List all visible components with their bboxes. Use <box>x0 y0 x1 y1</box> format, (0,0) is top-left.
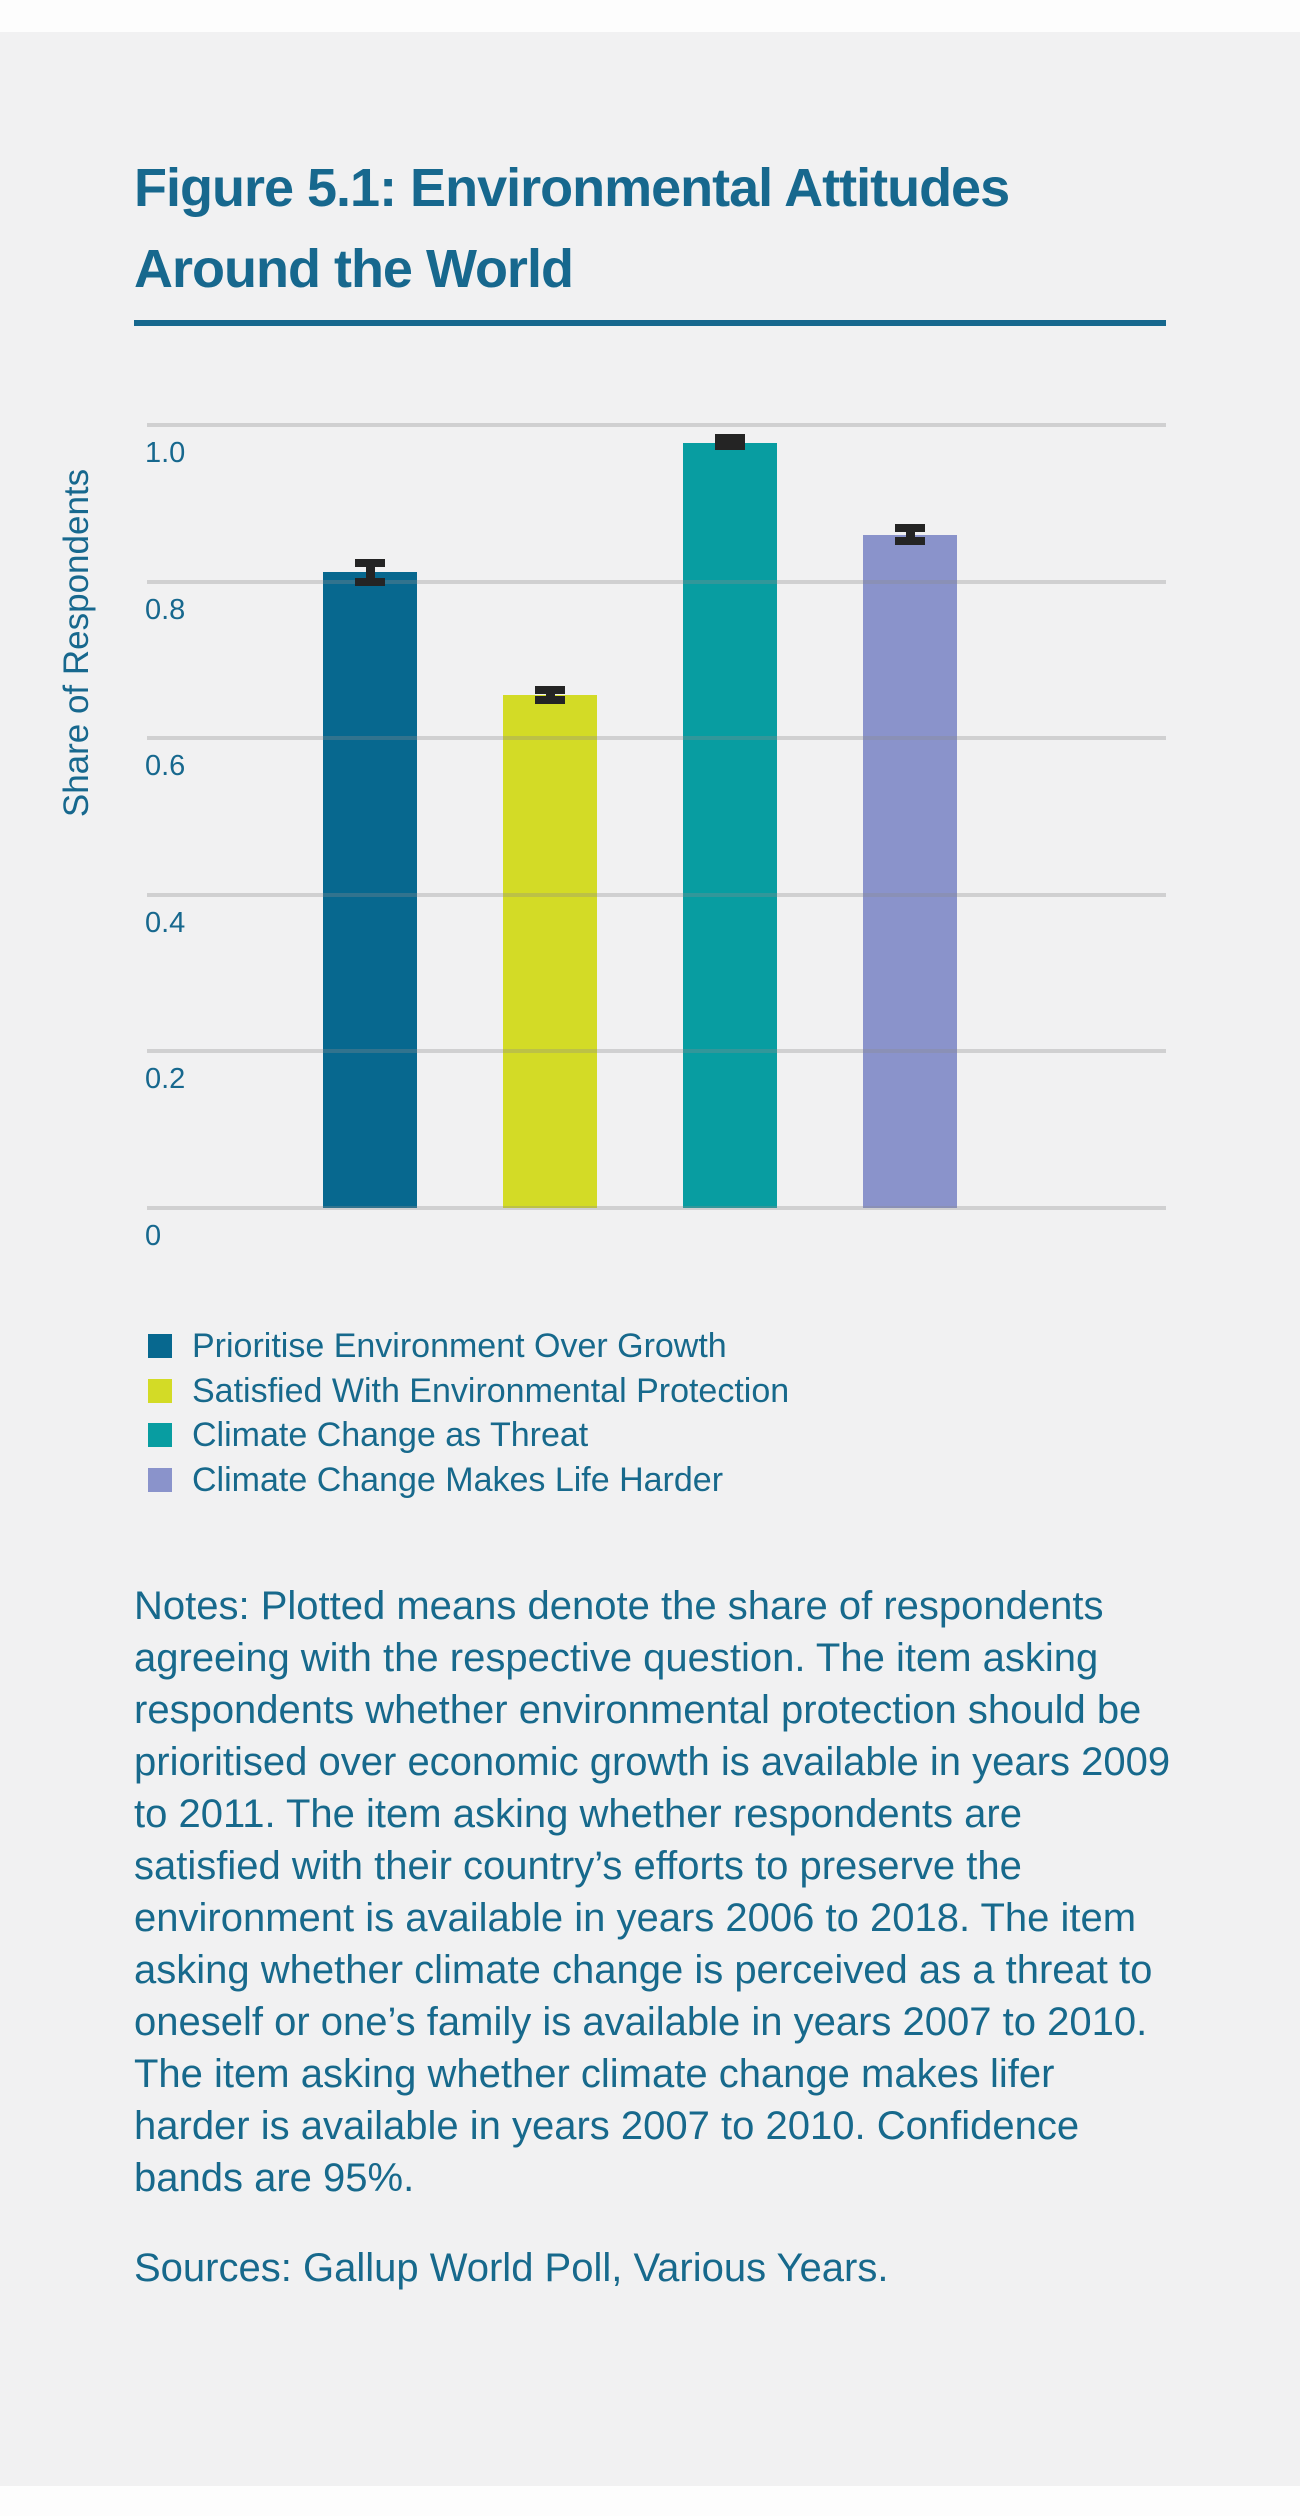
figure-title-line-2: Around the World <box>134 239 574 300</box>
legend-item-label: Climate Change Makes Life Harder <box>192 1460 724 1499</box>
y-tick-label: 1.0 <box>145 437 186 469</box>
y-tick-label: 0 <box>145 1220 162 1252</box>
legend-item-label: Satisfied With Environmental Protection <box>192 1371 790 1410</box>
figure-title-line-1: Figure 5.1: Environmental Attitudes <box>134 158 1010 219</box>
y-tick-label: 0.6 <box>145 750 186 783</box>
bar-2 <box>503 695 597 1208</box>
error-bar-cap-1-high <box>355 558 385 567</box>
y-tick-label: 0.4 <box>145 906 186 939</box>
error-bar-cap-1-low <box>355 577 385 586</box>
error-bar-stem-2 <box>545 690 555 700</box>
bar-chart-plot-area: 0 0.2 0.4 0.6 0.8 1.0 <box>145 423 1166 1252</box>
legend-item-label: Prioritise Environment Over Growth <box>192 1327 727 1365</box>
gridline-y-0.8 <box>147 579 1166 584</box>
page-margin-top <box>0 0 1300 32</box>
legend-swatch-icon <box>148 1378 172 1403</box>
legend-item-label: Climate Change as Threat <box>192 1416 589 1454</box>
bar-1 <box>323 572 417 1208</box>
legend-item-2: Satisfied With Environmental Protection <box>148 1373 789 1409</box>
error-bar-cap-3-low <box>715 442 745 451</box>
gridline-y-0.4 <box>147 892 1166 897</box>
figure-title: Figure 5.1: Environmental Attitudes Arou… <box>134 148 1194 310</box>
gridline-y-1.0 <box>147 423 1166 427</box>
gridline-y-0.6 <box>147 736 1166 741</box>
page-margin-bottom <box>0 2486 1300 2516</box>
gridline-y-0.2 <box>147 1049 1166 1054</box>
error-bar-cap-4-high <box>895 524 925 533</box>
gridline-y-0 <box>147 1206 1166 1210</box>
error-bar-stem-4 <box>905 528 915 541</box>
legend-item-4: Climate Change Makes Life Harder <box>148 1462 723 1498</box>
legend-swatch-icon <box>148 1467 172 1492</box>
legend-swatch-icon <box>148 1334 172 1358</box>
error-bar-cap-4-low <box>895 536 925 545</box>
figure-sources: Sources: Gallup World Poll, Various Year… <box>134 2246 889 2290</box>
error-bar-cap-2-high <box>535 686 565 695</box>
bar-4 <box>863 534 957 1208</box>
legend-item-3: Climate Change as Threat <box>148 1417 588 1453</box>
caption-block: Notes: Plotted means denote the share of… <box>134 1580 1178 2294</box>
error-bar-cap-2-low <box>535 695 565 704</box>
y-tick-label: 0.2 <box>145 1063 186 1096</box>
error-bar-cap-3-high <box>715 434 745 443</box>
y-tick-label: 0.8 <box>145 593 186 626</box>
legend-swatch-icon <box>148 1423 172 1447</box>
legend-item-1: Prioritise Environment Over Growth <box>148 1328 727 1364</box>
error-bar-stem-1 <box>365 562 375 582</box>
bar-3 <box>683 443 777 1208</box>
title-underline-rule <box>134 320 1166 326</box>
figure-notes: Notes: Plotted means denote the share of… <box>134 1584 1171 2200</box>
